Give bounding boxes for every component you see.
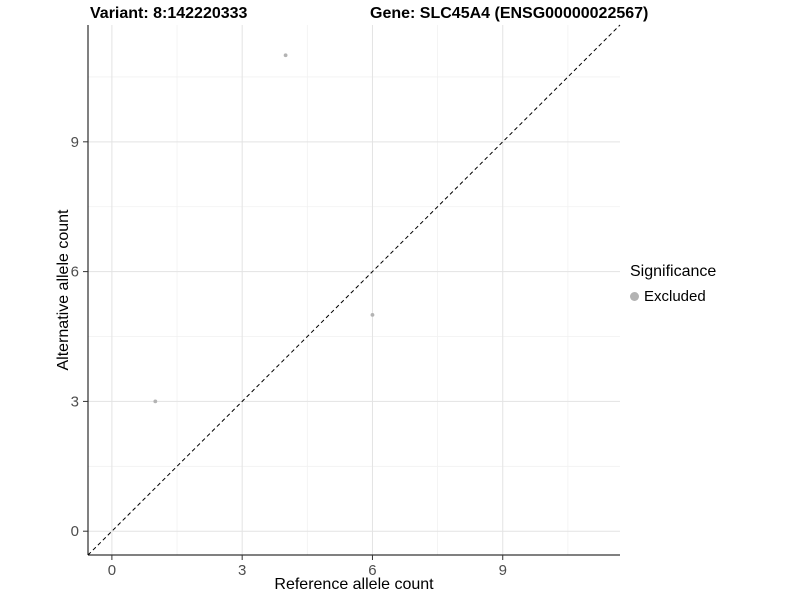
legend-entry: Excluded: [630, 288, 716, 305]
legend-entry-label: Excluded: [644, 288, 706, 305]
legend-title: Significance: [630, 263, 717, 280]
legend: Significance Excluded: [630, 263, 716, 305]
identity-line: [87, 24, 621, 556]
x-tick-label: 0: [108, 562, 116, 579]
y-tick-label: 0: [71, 523, 79, 540]
x-tick-label: 9: [499, 562, 507, 579]
data-point: [283, 53, 288, 58]
chart-title-gene: Gene: SLC45A4 (ENSG00000022567): [370, 5, 649, 22]
y-axis-title: Alternative allele count: [55, 209, 72, 371]
x-tick-label: 6: [368, 562, 376, 579]
y-tick-label: 6: [71, 264, 79, 281]
x-axis-title: Reference allele count: [274, 576, 434, 593]
y-tick-label: 3: [71, 393, 79, 410]
excluded-point-icon: [630, 292, 639, 301]
chart-title-variant: Variant: 8:142220333: [90, 5, 248, 22]
data-point: [153, 399, 158, 404]
x-tick-label: 3: [238, 562, 246, 579]
data-point: [370, 312, 375, 317]
y-tick-label: 9: [71, 134, 79, 151]
